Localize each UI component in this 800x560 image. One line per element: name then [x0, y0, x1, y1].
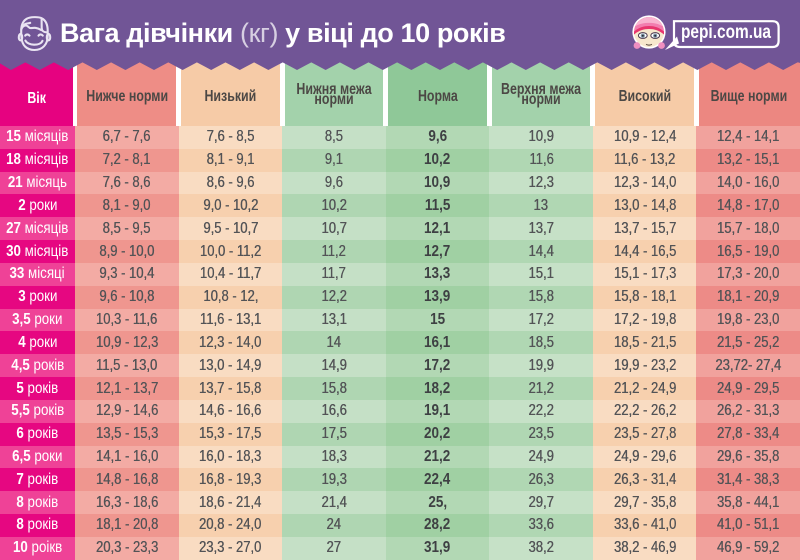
svg-text:pepi.com.ua: pepi.com.ua	[681, 21, 771, 43]
